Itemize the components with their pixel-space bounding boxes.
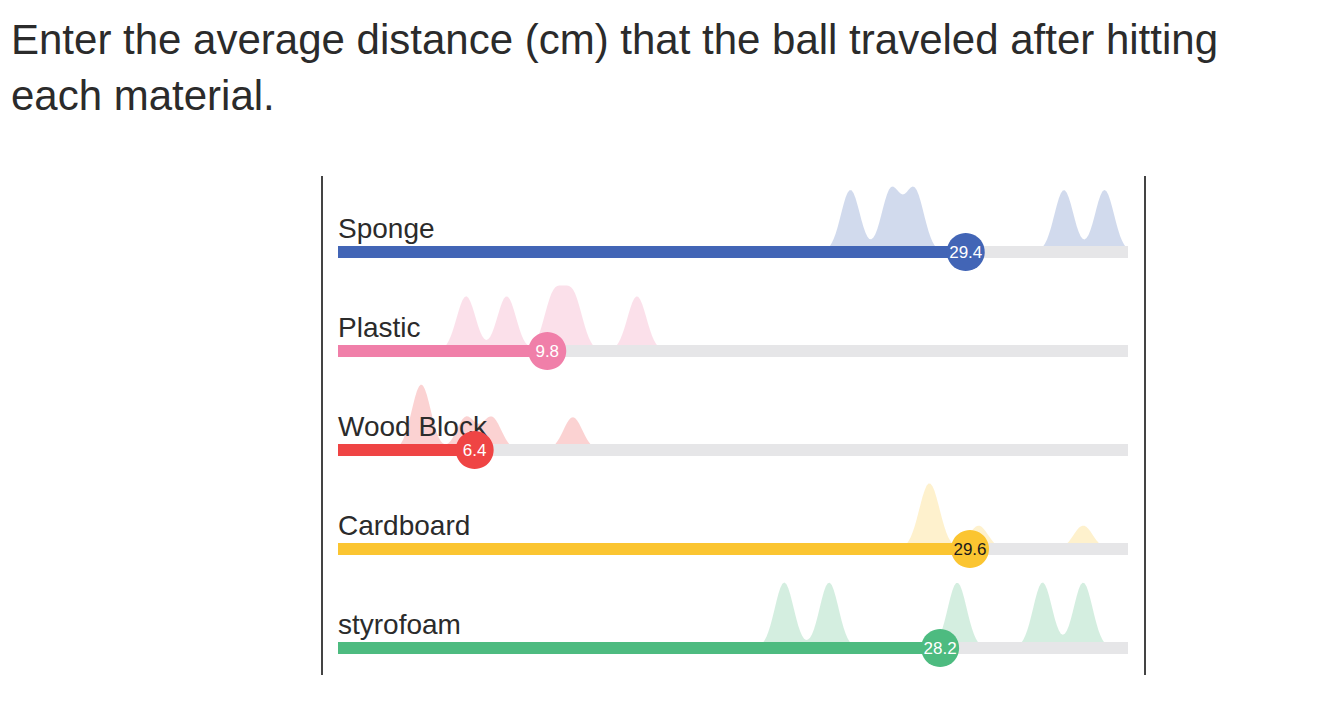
- svg-text:9.8: 9.8: [535, 342, 559, 361]
- svg-text:29.4: 29.4: [949, 243, 982, 262]
- svg-text:Wood Block: Wood Block: [338, 410, 487, 442]
- svg-text:Cardboard: Cardboard: [338, 510, 470, 541]
- svg-text:Plastic: Plastic: [338, 312, 420, 343]
- svg-text:28.2: 28.2: [924, 639, 957, 658]
- svg-text:29.6: 29.6: [953, 540, 986, 559]
- svg-text:Enter the average distance (cm: Enter the average distance (cm) that the…: [11, 16, 1230, 63]
- svg-text:Sponge: Sponge: [338, 213, 435, 244]
- svg-text:styrofoam: styrofoam: [338, 609, 461, 640]
- svg-text:6.4: 6.4: [463, 441, 487, 460]
- svg-text:each material.: each material.: [11, 72, 275, 119]
